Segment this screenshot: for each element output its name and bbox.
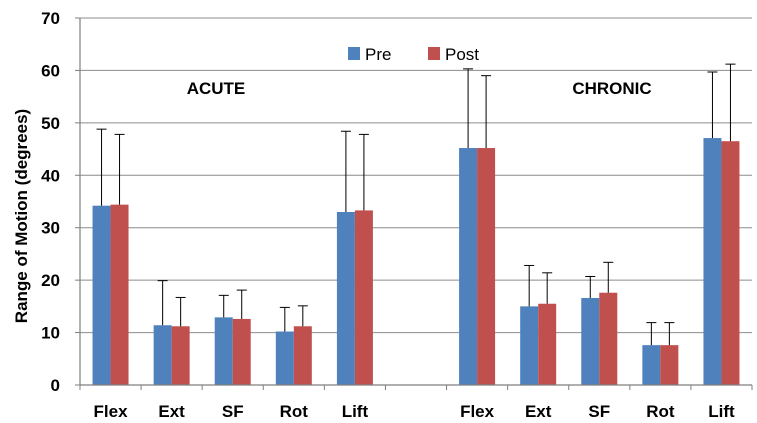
bar-pre — [520, 306, 539, 385]
bar-post — [232, 318, 251, 385]
bar-pre — [642, 345, 661, 385]
x-tick-label: Flex — [94, 402, 129, 421]
bar-pre — [336, 211, 355, 385]
x-tick-label: Lift — [342, 402, 369, 421]
x-tick-label: Rot — [280, 402, 309, 421]
x-tick-label: SF — [222, 402, 244, 421]
group-label-chronic: CHRONIC — [572, 79, 651, 98]
bar-pre — [153, 325, 172, 385]
bar-post — [171, 326, 190, 385]
x-tick-label: SF — [588, 402, 610, 421]
axes — [79, 18, 753, 390]
group-label-acute: ACUTE — [187, 79, 246, 98]
bar-pre — [214, 317, 233, 385]
bar-pre — [459, 148, 478, 385]
error-bars — [96, 63, 736, 346]
bar-post — [110, 204, 129, 385]
legend-swatch-post — [428, 47, 440, 60]
bar-post — [538, 303, 557, 385]
legend-swatch-pre — [348, 47, 360, 60]
legend-label-post: Post — [445, 45, 479, 64]
y-tick-label: 10 — [41, 324, 60, 343]
y-tick-label: 70 — [41, 9, 60, 28]
bar-post — [477, 148, 496, 385]
bar-post — [721, 141, 740, 385]
y-tick-labels: 0 10 20 30 40 50 60 70 — [41, 9, 80, 395]
y-tick-label: 60 — [41, 61, 60, 80]
x-tick-label: Flex — [460, 402, 495, 421]
x-tick-label: Ext — [158, 402, 185, 421]
bar-pre — [581, 297, 600, 385]
bar-pre — [275, 331, 294, 385]
y-tick-label: 20 — [41, 271, 60, 290]
gridlines — [80, 17, 752, 334]
x-tick-label: Rot — [646, 402, 675, 421]
y-tick-label: 0 — [51, 376, 60, 395]
y-tick-label: 50 — [41, 114, 60, 133]
bars — [92, 138, 740, 385]
bar-post — [354, 210, 373, 385]
bar-pre — [703, 138, 722, 385]
bar-post — [599, 292, 618, 385]
y-axis-label: Range of Motion (degrees) — [12, 109, 31, 323]
bar-post — [660, 345, 679, 385]
y-tick-label: 30 — [41, 219, 60, 238]
bar-pre — [92, 205, 111, 385]
legend: Pre Post — [348, 45, 479, 64]
x-tick-label: Ext — [525, 402, 552, 421]
y-tick-label: 40 — [41, 166, 60, 185]
x-tick-label: Lift — [708, 402, 735, 421]
legend-label-pre: Pre — [365, 45, 391, 64]
x-tick-labels: Flex Ext SF Rot Lift Flex Ext SF Rot Lift — [94, 402, 735, 421]
bar-post — [293, 326, 312, 385]
